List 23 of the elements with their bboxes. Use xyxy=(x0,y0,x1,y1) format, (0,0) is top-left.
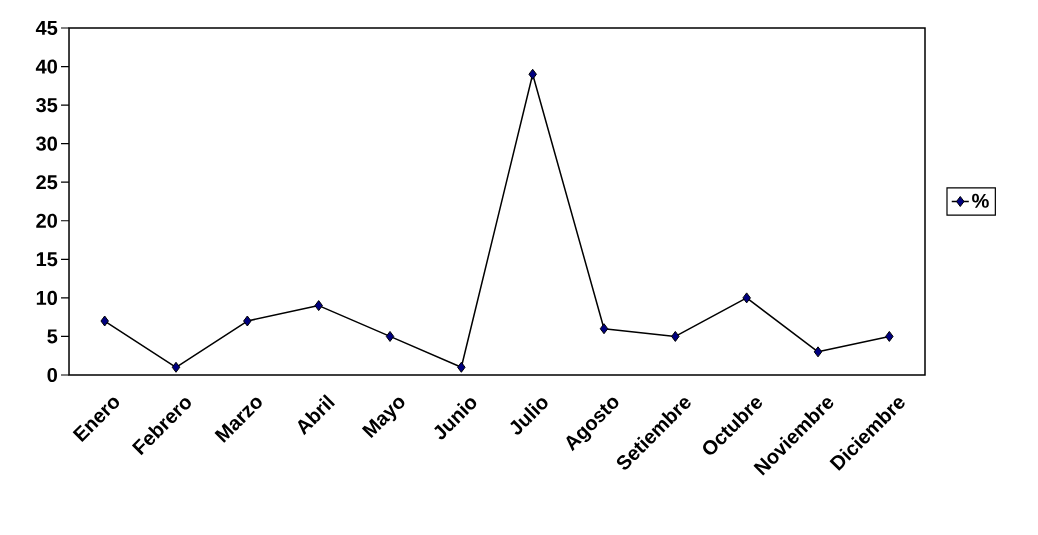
y-tick-label: 20 xyxy=(36,213,57,228)
y-tick-label: 25 xyxy=(36,175,58,190)
point xyxy=(671,330,680,342)
legend-label: % xyxy=(972,193,989,208)
point xyxy=(243,315,252,327)
point xyxy=(885,330,894,342)
y-tick-label: 0 xyxy=(47,367,57,383)
y-tick-label: 10 xyxy=(36,290,57,305)
point xyxy=(813,346,823,358)
point xyxy=(385,330,395,342)
point xyxy=(742,292,751,304)
point xyxy=(457,361,466,373)
y-tick-label: 30 xyxy=(36,136,57,151)
point xyxy=(528,68,537,80)
point xyxy=(100,315,109,327)
y-tick-label: 15 xyxy=(36,252,58,267)
point xyxy=(314,300,323,312)
point xyxy=(599,323,609,335)
point xyxy=(171,361,181,373)
y-tick-label: 45 xyxy=(35,21,58,35)
y-tick-label: 40 xyxy=(35,59,57,74)
y-tick-label: 5 xyxy=(47,329,58,344)
y-tick-label: 35 xyxy=(36,98,58,113)
